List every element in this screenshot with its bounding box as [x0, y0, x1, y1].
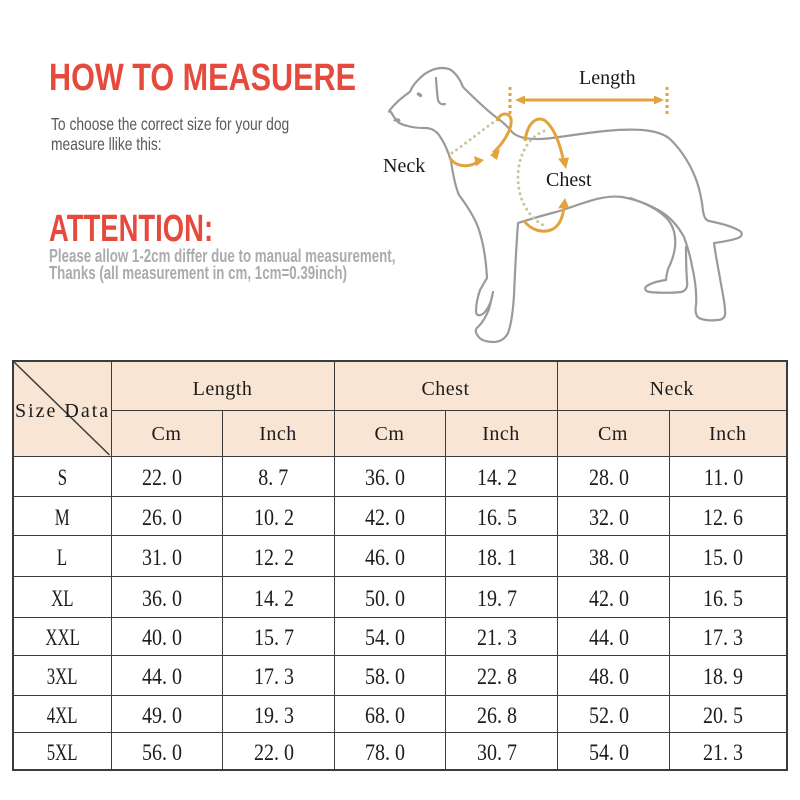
svg-text:Chest: Chest	[546, 169, 592, 191]
svg-text:Neck: Neck	[383, 155, 425, 177]
svg-text:Length: Length	[579, 67, 636, 89]
